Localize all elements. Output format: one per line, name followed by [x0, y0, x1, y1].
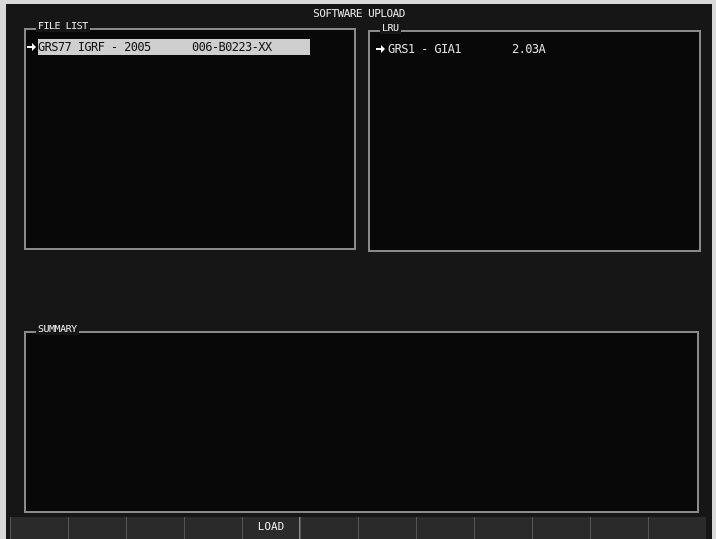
softkey[interactable] [474, 517, 532, 539]
softkey[interactable] [126, 517, 184, 539]
softkey[interactable] [648, 517, 706, 539]
summary-panel: SUMMARY [24, 331, 699, 513]
softkey[interactable] [532, 517, 590, 539]
file-part: 006-B0223-XX [192, 39, 272, 55]
page: {"header": {"title": "SOFTWARE UPLOAD"},… [0, 0, 716, 539]
screen: SOFTWARE UPLOAD FILE LIST GRS77 IGRF - 2… [6, 4, 712, 539]
lru-panel: LRU GRS1 - GIA1 2.03A [368, 30, 701, 252]
file-row[interactable]: GRS77 IGRF - 2005 006-B0223-XX [38, 39, 310, 55]
page-title: SOFTWARE UPLOAD [6, 7, 712, 20]
file-list-panel: FILE LIST GRS77 IGRF - 2005 006-B0223-XX [24, 28, 356, 250]
softkey[interactable] [300, 517, 358, 539]
panel-label: SUMMARY [36, 324, 79, 335]
softkey[interactable] [10, 517, 68, 539]
cursor-arrow [27, 43, 36, 51]
panel-label: FILE LIST [36, 21, 90, 32]
softkey[interactable] [416, 517, 474, 539]
softkey-load[interactable]: LOAD [242, 517, 300, 539]
lru-version: 2.03A [512, 41, 545, 57]
panel-label: LRU [380, 23, 401, 34]
softkey[interactable] [68, 517, 126, 539]
softkey[interactable] [358, 517, 416, 539]
file-name: GRS77 IGRF - 2005 [38, 39, 151, 55]
softkey[interactable] [184, 517, 242, 539]
softkey[interactable] [590, 517, 648, 539]
cursor-arrow [376, 45, 385, 53]
softkey-bar: LOAD [10, 517, 706, 539]
lru-name: GRS1 - GIA1 [388, 41, 461, 57]
lru-row[interactable]: GRS1 - GIA1 2.03A [388, 41, 588, 57]
